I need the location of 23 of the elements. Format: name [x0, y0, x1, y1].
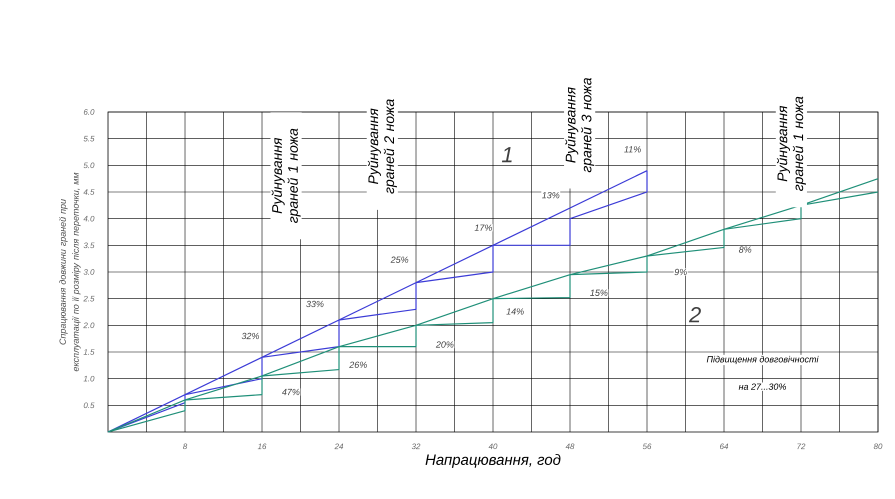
annotation: Підвищення довговічності: [706, 356, 819, 364]
y-axis-title: Спрацювання довжини граней при експлуатації по її розміру після переточки, мм: [59, 172, 81, 372]
annotation: 8%: [738, 246, 752, 253]
annotation: 32%: [242, 332, 260, 340]
annotation: 20%: [436, 341, 454, 348]
annotation: Руйнування граней 3 ножа: [565, 78, 594, 172]
annotation: Руйнування граней 2 ножа: [368, 99, 397, 194]
annotation: 2: [688, 306, 701, 322]
annotation: 15%: [590, 290, 608, 296]
annotation: 1: [502, 147, 512, 162]
annotation: 26%: [349, 362, 367, 368]
annotation: 33%: [306, 300, 324, 308]
annotation: Руйнування граней 1 ножа: [271, 128, 301, 223]
annotation: 25%: [390, 256, 408, 263]
annotation: 14%: [506, 308, 524, 315]
annotation: 13%: [542, 192, 560, 198]
annotation: 47%: [282, 388, 300, 396]
x-axis-title: Напрацювання, год: [426, 454, 560, 468]
annotation: 11%: [624, 146, 641, 152]
annotation: 17%: [474, 224, 492, 231]
annotation: Руйнування граней 1 ножа: [776, 96, 806, 191]
annotation: 9%: [674, 268, 687, 276]
annotation: на 27...30%: [738, 383, 786, 390]
